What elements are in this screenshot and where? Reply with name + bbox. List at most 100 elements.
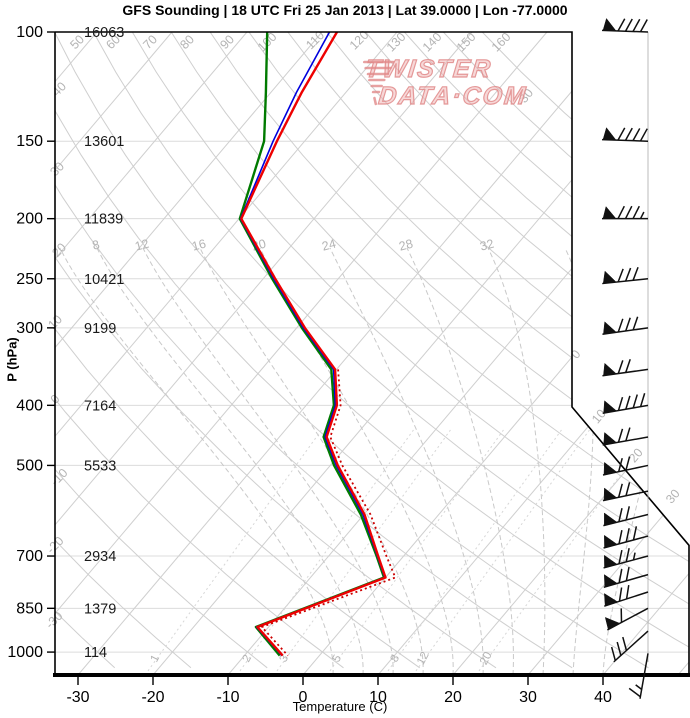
mixing-ratio-label: 3	[278, 653, 292, 664]
pressure-tick-label: 1000	[7, 644, 43, 661]
mixing-ratio-label: 2	[241, 653, 255, 664]
dry-adiabat-label: 90	[217, 32, 237, 52]
dry-adiabat-line	[195, 32, 689, 669]
isotherm-line	[55, 32, 548, 675]
wind-barb	[604, 607, 649, 631]
wind-barb	[602, 359, 649, 377]
wind-barb	[602, 127, 649, 142]
mixing-ratio-label: 12	[415, 650, 432, 667]
height-label: 2934	[84, 549, 116, 565]
dry-adiabat-line	[55, 32, 689, 669]
temperature-tick-label: 0	[299, 689, 308, 706]
height-label: 9199	[84, 321, 116, 337]
temperature-tick-label: -20	[141, 689, 164, 706]
dry-adiabat-line	[55, 32, 192, 669]
dry-adiabat-line	[55, 32, 420, 669]
pressure-tick-label: 400	[16, 397, 43, 414]
wind-barb	[602, 316, 649, 336]
wind-barb	[603, 526, 649, 549]
dry-adiabat-line	[347, 32, 689, 669]
moist-adiabat-line	[406, 247, 514, 675]
moist-adiabat-line	[199, 247, 424, 675]
height-label: 11839	[84, 212, 123, 228]
temperature-tick-label: 30	[519, 689, 537, 706]
height-label: 10421	[84, 272, 124, 288]
dry-adiabat-label: 80	[177, 32, 197, 52]
pressure-tick-label: 250	[16, 271, 43, 288]
wind-barb	[604, 585, 649, 607]
isotherm-line	[55, 32, 323, 675]
dry-adiabat-label: 30	[47, 159, 67, 179]
dewpoint-trace	[238, 32, 386, 657]
moist-adiabat-line	[329, 247, 484, 675]
dry-adiabat-label: -10	[48, 466, 71, 489]
dry-adiabat-line	[233, 32, 689, 669]
height-label: 114	[84, 645, 107, 661]
mixing-ratio-label: 20	[478, 650, 495, 667]
dry-adiabat-line	[55, 32, 573, 669]
mixing-ratio-label: 5	[331, 653, 345, 664]
wind-barb	[628, 653, 649, 699]
dry-adiabat-label: 150	[454, 30, 479, 55]
dry-adiabat-line	[461, 32, 689, 669]
isotherm-label: 20	[626, 446, 646, 466]
mixing-ratio-label: 8	[389, 653, 403, 664]
wind-barb	[602, 456, 649, 476]
moist-adiabat-label: 8	[91, 237, 101, 252]
height-label: 16063	[84, 25, 124, 41]
mixing-ratio-line	[144, 429, 322, 675]
wind-barb	[602, 17, 649, 33]
dry-adiabat-label: -30	[43, 609, 66, 632]
temperature-tick-label: 10	[369, 689, 387, 706]
height-label: 13601	[84, 134, 124, 150]
wind-barb	[602, 482, 649, 502]
wind-barb	[603, 548, 649, 569]
dry-adiabat-label: 20	[49, 240, 69, 260]
wind-barb	[603, 506, 649, 527]
pressure-tick-label: 200	[16, 211, 43, 228]
wind-barb	[602, 205, 648, 220]
wind-barb	[602, 393, 649, 415]
moist-adiabat-label: 12	[133, 237, 150, 254]
moist-adiabat-label: 32	[478, 237, 495, 254]
wind-barbs	[602, 17, 649, 699]
moist-adiabat-line	[487, 247, 546, 675]
pressure-axis-label: P (hPa)	[4, 337, 20, 382]
dry-adiabat-label: 140	[420, 30, 445, 55]
isotherm-label: 0	[568, 347, 583, 361]
pressure-tick-label: 850	[16, 600, 43, 617]
dry-adiabat-label: 160	[489, 30, 514, 55]
temperature-axis-label: Temperature (C)	[292, 699, 388, 714]
pressure-tick-label: 100	[16, 24, 43, 41]
moist-adiabat-line	[259, 247, 454, 675]
mixing-ratio-line	[326, 429, 504, 675]
isotherm-line	[527, 32, 689, 675]
mixing-ratio-line	[412, 429, 590, 675]
dry-adiabat-label: 40	[49, 79, 69, 99]
mixing-ratio-label: 1	[149, 653, 163, 664]
dry-adiabat-line	[423, 32, 689, 669]
dry-adiabat-line	[157, 32, 689, 669]
dry-adiabat-line	[55, 32, 649, 669]
plot-border	[47, 31, 690, 685]
dry-adiabat-line	[55, 32, 268, 669]
virtual-temp-trace	[260, 369, 397, 657]
dry-adiabat-line	[55, 32, 497, 669]
background-lines	[55, 32, 689, 675]
isotherm-line	[55, 32, 398, 675]
isotherm-line	[77, 32, 623, 675]
wind-barb	[603, 566, 649, 589]
mixing-ratio-line	[475, 429, 653, 675]
page-title: GFS Sounding | 18 UTC Fri 25 Jan 2013 | …	[122, 2, 568, 18]
moist-adiabat-line	[564, 247, 594, 675]
temperature-tick-label: -30	[66, 689, 89, 706]
dry-adiabat-label: 130	[384, 30, 409, 55]
isotherm-line	[55, 32, 248, 675]
mixing-ratio-line	[273, 429, 451, 675]
moist-adiabat-line	[142, 247, 394, 675]
temperature-tick-label: 20	[444, 689, 462, 706]
dry-adiabat-line	[81, 32, 689, 669]
pressure-tick-label: 150	[16, 133, 43, 150]
